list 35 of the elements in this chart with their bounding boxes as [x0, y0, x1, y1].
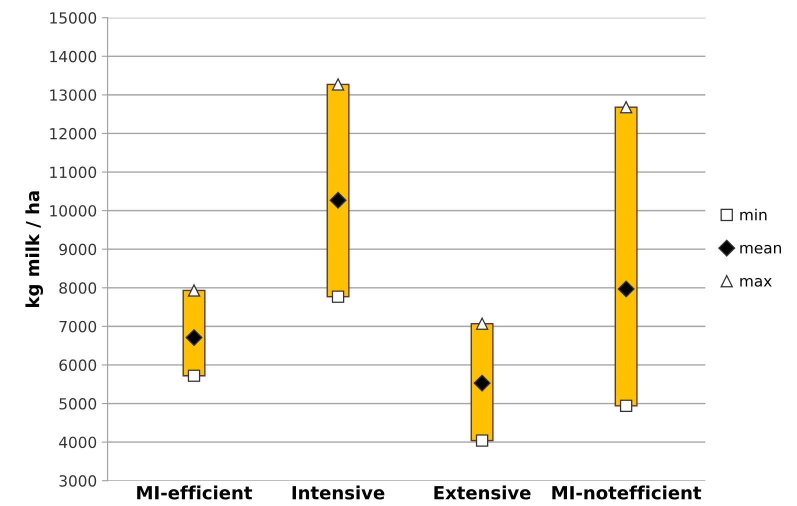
- y-tick-label: 10000: [50, 205, 96, 217]
- point: [620, 400, 632, 412]
- y-tick-label: 3000: [59, 475, 96, 487]
- bar: [326, 84, 350, 298]
- point: [620, 101, 632, 114]
- y-tick-label: 6000: [59, 359, 96, 371]
- y-tick-label: 11000: [50, 166, 96, 178]
- point: [188, 370, 200, 382]
- y-tick-label: 13000: [50, 89, 96, 101]
- bar: [614, 106, 638, 407]
- x-tick-label: MI-notefficient: [552, 486, 702, 500]
- y-tick-label: 8000: [59, 282, 96, 294]
- legend-label: max: [740, 278, 772, 287]
- y-tick-label: 4000: [59, 436, 96, 448]
- point: [618, 280, 635, 298]
- point: [332, 78, 344, 91]
- y-tick-label: 5000: [59, 398, 96, 410]
- point: [474, 374, 491, 392]
- point: [332, 290, 344, 303]
- point: [188, 284, 200, 297]
- y-tick-label: 14000: [50, 50, 96, 62]
- y-axis-title: kg milk / ha: [25, 191, 44, 307]
- point: [186, 329, 202, 346]
- y-tick-label: 9000: [59, 244, 96, 256]
- y-tick-label: 15000: [50, 12, 96, 24]
- legend-label: min: [740, 208, 766, 220]
- y-tick-label: 12000: [50, 128, 96, 140]
- x-tick-label: Extensive: [434, 486, 531, 500]
- x-tick-label: MI-efficient: [137, 486, 252, 500]
- legend-label: mean: [740, 244, 781, 254]
- y-tick-label: 7000: [60, 320, 96, 332]
- point: [476, 434, 488, 447]
- point: [330, 192, 347, 209]
- x-tick-label: Intensive: [292, 486, 384, 500]
- point: [476, 317, 488, 330]
